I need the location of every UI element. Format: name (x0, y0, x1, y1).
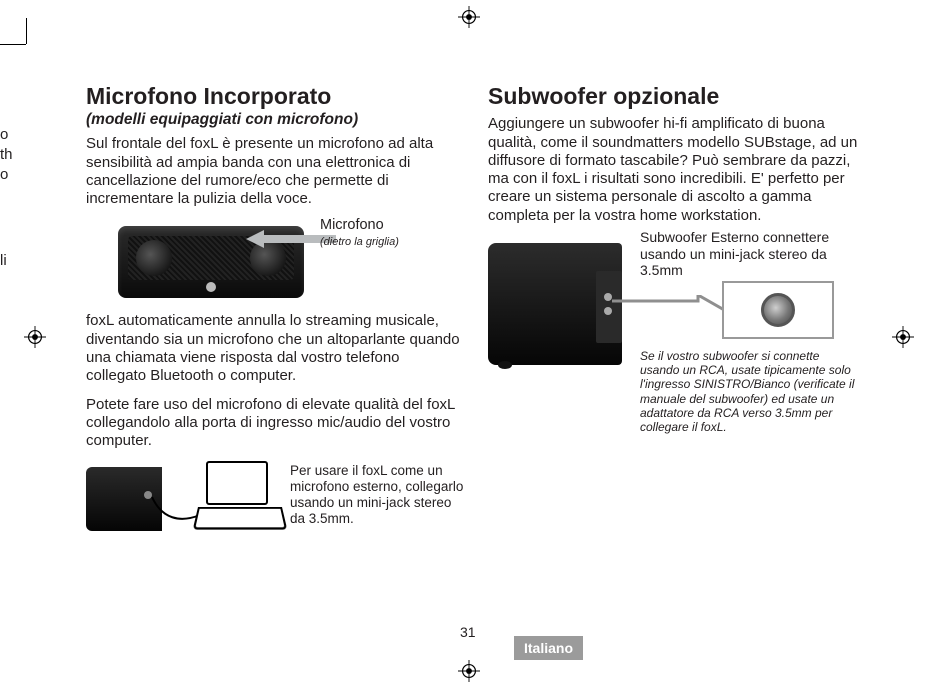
figure-speaker: Microfono (dietro la griglia) (118, 218, 438, 304)
paragraph: Potete fare uso del microfono di elevate… (86, 396, 460, 451)
subwoofer-foot (498, 361, 512, 369)
right-column: Subwoofer opzionale Aggiungere un subwoo… (488, 84, 862, 395)
registration-mark-right (892, 326, 914, 348)
registration-mark-left (24, 326, 46, 348)
laptop-screen (206, 461, 268, 505)
mic-callout-label: Microfono (320, 218, 384, 233)
crop-mark-h (0, 44, 26, 45)
jack-box (722, 281, 834, 339)
heading-subwoofer: Subwoofer opzionale (488, 84, 862, 109)
registration-mark-bottom (458, 660, 480, 682)
manual-page: o th o li Microfono Incorporato (modelli… (0, 0, 938, 688)
subwoofer-caption-bottom: Se il vostro subwoofer si connette usand… (640, 349, 862, 434)
heading-microfono: Microfono Incorporato (86, 84, 460, 109)
cable-icon (608, 295, 728, 335)
paragraph: Aggiungere un subwoofer hi-fi amplificat… (488, 115, 862, 225)
mic-callout-sub: (dietro la griglia) (320, 236, 399, 248)
figure-subwoofer: Subwoofer Esterno connettere usando un m… (488, 235, 862, 395)
left-column: Microfono Incorporato (modelli equipaggi… (86, 84, 460, 561)
figure-laptop: Per usare il foxL come un microfono este… (86, 461, 466, 561)
bleed-text: th (0, 146, 13, 164)
bleed-text: o (0, 166, 8, 184)
registration-mark-top (458, 6, 480, 28)
laptop-base (193, 507, 288, 530)
paragraph: Sul frontale del foxL è presente un micr… (86, 135, 460, 208)
speaker-logo-icon (206, 282, 216, 292)
subheading-microfono: (modelli equipaggiati con microfono) (86, 111, 460, 129)
crop-mark-v (26, 18, 27, 44)
subwoofer-illustration (488, 243, 622, 365)
bleed-text: li (0, 252, 7, 270)
language-tab: Italiano (514, 636, 583, 660)
paragraph: foxL automaticamente annulla lo streamin… (86, 312, 460, 385)
page-number: 31 (460, 624, 476, 640)
jack-icon (761, 293, 795, 327)
subwoofer-caption-top: Subwoofer Esterno connettere usando un m… (640, 229, 862, 279)
laptop-illustration (198, 461, 282, 535)
laptop-caption: Per usare il foxL come un microfono este… (290, 463, 466, 528)
bleed-text: o (0, 126, 8, 144)
